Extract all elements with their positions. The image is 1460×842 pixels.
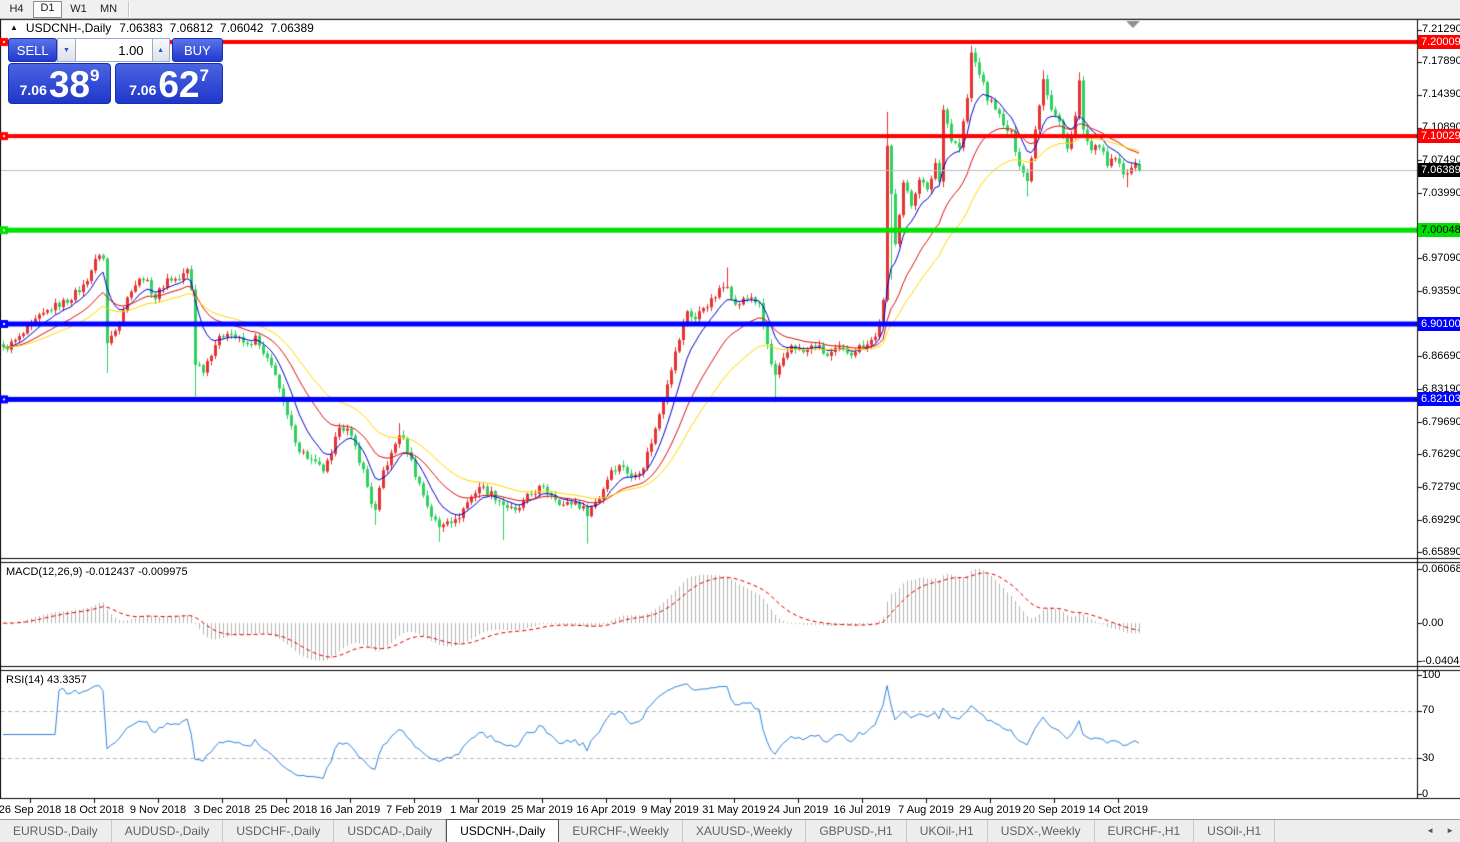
sell-price-box[interactable]: 7.06 38 9 [8,63,112,105]
one-click-trading-panel: SELL ▼ ▲ BUY 7.06 38 9 7.06 62 7 [8,38,223,104]
volume-decrease-button[interactable]: ▼ [57,38,76,62]
date-axis-label: 9 Nov 2018 [129,804,187,816]
volume-increase-button[interactable]: ▲ [151,38,170,62]
date-axis-label: 3 Dec 2018 [193,804,251,816]
tab-scroll-left-icon[interactable]: ◄ [1426,826,1435,835]
symbol-label: USDCNH-,Daily [25,21,112,35]
chart-tab-xauusd-weekly[interactable]: XAUUSD-,Weekly [683,820,807,842]
chart-tab-usoil-h1[interactable]: USOil-,H1 [1194,820,1276,842]
macd-name: MACD(12,26,9) [6,566,83,578]
buy-price-base: 7.06 [129,82,157,98]
low-value: 7.06042 [220,21,264,35]
timeframe-button-d1[interactable]: D1 [33,0,62,18]
price-axis-tick: 7.03990 [1422,186,1460,199]
timeframe-button-w1[interactable]: W1 [70,2,87,15]
chart-tab-ukoil-h1[interactable]: UKOil-,H1 [907,820,988,842]
date-axis-label: 29 Aug 2019 [959,804,1021,816]
date-axis-label: 7 Aug 2019 [898,804,954,816]
macd-indicator-label: MACD(12,26,9) -0.012437 -0.009975 [6,566,188,578]
chart-tab-eurusd-daily[interactable]: EURUSD-,Daily [0,820,112,842]
macd-axis-tick: 0.060687 [1422,562,1460,575]
date-axis-label: 26 Sep 2018 [0,804,62,816]
price-axis-tick: 6.86690 [1422,349,1460,362]
price-axis-tick: 6.76290 [1422,447,1460,460]
timeframe-button-h4[interactable]: H4 [9,2,24,15]
sell-price-base: 7.06 [19,82,47,98]
macd-axis-tick: 0.00 [1422,616,1444,629]
price-axis-tick: 6.72790 [1422,480,1460,493]
chart-tab-usdx-weekly[interactable]: USDX-,Weekly [988,820,1095,842]
rsi-name: RSI(14) [6,674,44,686]
sell-price-pips: 38 [48,64,91,105]
date-axis-label: 16 Jul 2019 [833,804,891,816]
buy-price-point: 7 [199,66,209,85]
close-value: 7.06389 [270,21,314,35]
chart-title: ▲ USDCNH-,Daily 7.06383 7.06812 7.06042 … [10,21,314,35]
rsi-axis-tick: 100 [1422,668,1441,681]
price-level-chip: 6.82103 [1418,392,1460,407]
buy-price-box[interactable]: 7.06 62 7 [115,63,223,104]
rsi-indicator-label: RSI(14) 43.3357 [6,674,87,686]
price-axis-tick: 7.17890 [1422,55,1460,68]
date-axis-label: 9 May 2019 [641,804,699,816]
date-axis-label: 20 Sep 2019 [1022,804,1086,816]
date-axis-label: 31 May 2019 [702,804,766,816]
date-axis-label: 25 Dec 2018 [254,804,318,816]
rsi-axis-tick: 70 [1422,704,1435,717]
one-click-collapse-icon[interactable]: ▲ [10,23,18,32]
price-axis-tick: 7.07490 [1422,153,1460,166]
open-value: 7.06383 [119,21,163,35]
tab-scroll-arrows: ◄ ► [1426,819,1454,842]
date-axis-label: 14 Oct 2019 [1088,804,1148,816]
price-axis-tick: 7.21290 [1422,23,1460,36]
tab-scroll-right-icon[interactable]: ► [1446,826,1454,835]
price-level-chip: 7.20009 [1418,35,1460,49]
sell-price-point: 9 [90,66,100,85]
price-axis-tick: 6.79690 [1422,415,1460,428]
chart-tab-gbpusd-h1[interactable]: GBPUSD-,H1 [806,820,907,842]
price-axis-tick: 6.97090 [1422,251,1460,264]
chart-tab-eurchf-h1[interactable]: EURCHF-,H1 [1095,820,1195,842]
price-level-chip: 7.00048 [1418,223,1460,238]
chart-tab-usdcad-daily[interactable]: USDCAD-,Daily [334,820,447,842]
date-axis-label: 25 Mar 2019 [511,804,573,816]
ohlc-readout: 7.06383 7.06812 7.06042 7.06389 [119,21,314,35]
sell-button[interactable]: SELL [8,38,58,62]
chart-tab-bar: EURUSD-,Daily AUDUSD-,Daily USDCHF-,Daily U… [0,819,1460,842]
timeframe-button-mn[interactable]: MN [99,2,118,15]
rsi-axis-tick: 30 [1422,751,1435,764]
high-value: 7.06812 [169,21,214,35]
price-axis-tick: 6.83190 [1422,382,1460,395]
current-price-chip: 7.06389 [1418,163,1460,178]
date-axis-label: 1 Mar 2019 [450,804,506,816]
date-axis-label: 18 Oct 2018 [64,804,124,816]
rsi-value: 43.3357 [46,674,87,686]
volume-input[interactable] [75,38,152,62]
date-axis-label: 24 Jun 2019 [767,804,829,816]
rsi-axis-tick: 0 [1422,787,1429,800]
date-axis-label: 16 Jan 2019 [319,804,381,816]
price-axis-tick: 6.65890 [1422,545,1460,558]
chart-tab-eurchf-weekly[interactable]: EURCHF-,Weekly [559,820,683,842]
chart-tab-usdcnh-daily[interactable]: USDCNH-,Daily [446,819,560,842]
price-axis-tick: 7.14390 [1422,88,1460,101]
buy-button[interactable]: BUY [171,38,223,62]
macd-values: -0.012437 -0.009975 [85,566,188,578]
chart-tab-audusd-daily[interactable]: AUDUSD-,Daily [112,820,224,842]
price-axis-tick: 6.93590 [1422,284,1460,297]
date-axis-label: 16 Apr 2019 [576,804,636,816]
price-level-chip: 6.90100 [1418,317,1460,331]
price-axis-tick: 6.69290 [1422,513,1460,526]
buy-price-pips: 62 [158,64,200,105]
price-level-chip: 7.10029 [1418,129,1460,144]
macd-axis-tick: -0.040432 [1422,654,1460,667]
date-axis-label: 7 Feb 2019 [386,804,442,816]
timeframe-toolbar: H4 D1 W1 MN [0,0,1460,19]
toolbar-separator [128,1,130,17]
chart-tab-usdchf-daily[interactable]: USDCHF-,Daily [223,820,335,842]
